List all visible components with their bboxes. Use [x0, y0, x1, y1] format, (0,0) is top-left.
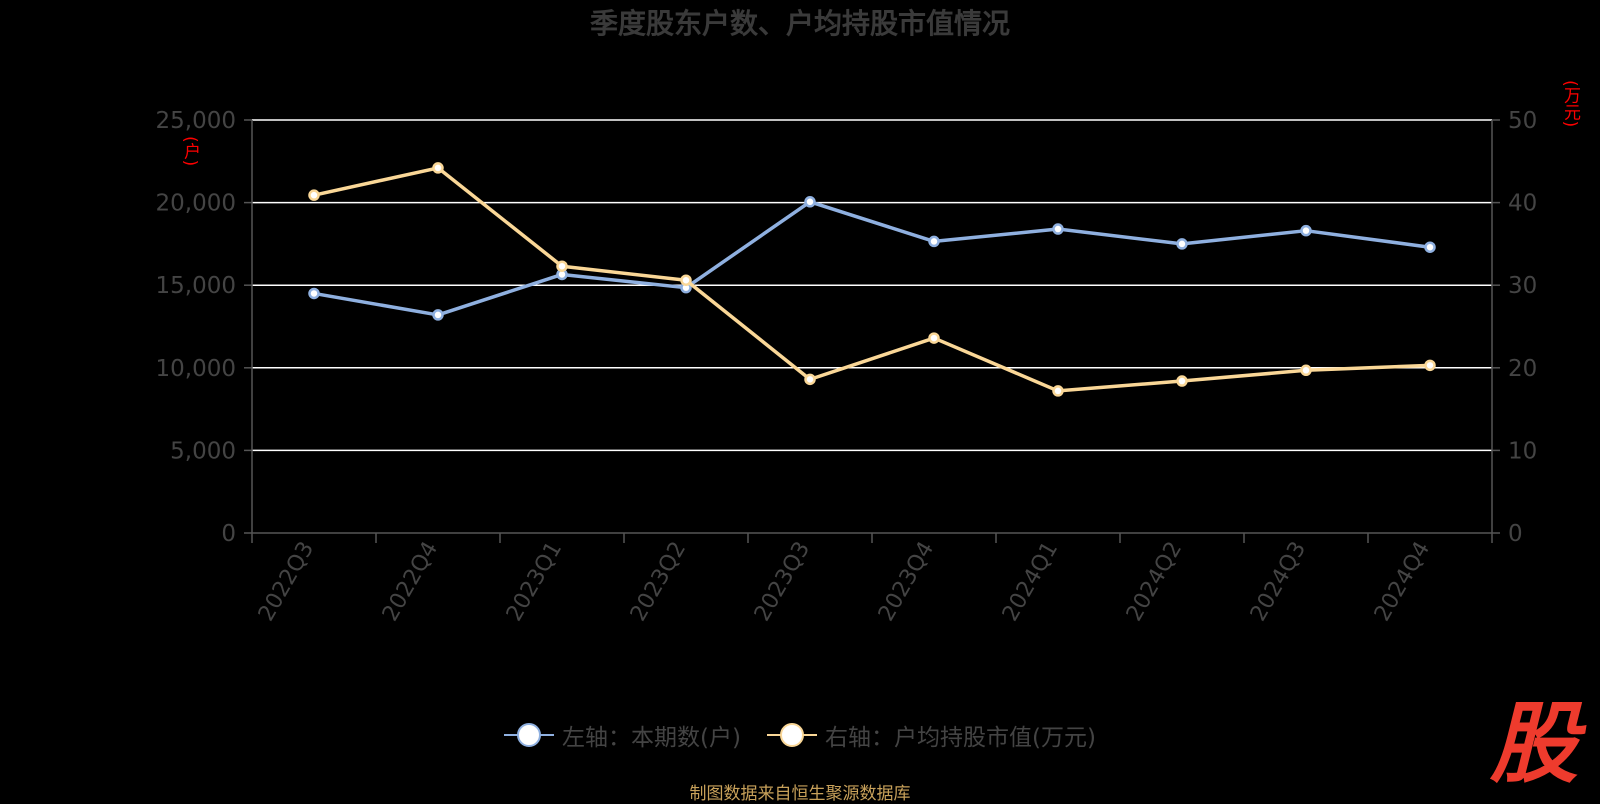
left-tick-label: 20,000	[156, 191, 236, 217]
x-tick-label: 2022Q4	[378, 538, 443, 626]
series-1-point	[1052, 223, 1064, 235]
legend-swatch-households	[504, 723, 555, 747]
x-tick-label: 2024Q2	[1122, 538, 1187, 626]
series-2-point	[1052, 385, 1064, 397]
legend: 左轴：本期数(户) 右轴：户均持股市值(万元)	[0, 718, 1600, 752]
right-tick-label: 50	[1508, 108, 1537, 134]
left-tick-label: 5,000	[170, 438, 236, 464]
left-tick-label: 0	[221, 521, 236, 547]
series-2-point	[928, 332, 940, 344]
x-tick-label: 2022Q3	[254, 538, 319, 626]
right-tick-label: 20	[1508, 356, 1537, 382]
series-1-point	[1424, 241, 1436, 253]
series-2-point	[1300, 364, 1312, 377]
series-line-2	[313, 166, 1431, 393]
x-tick-label: 2024Q1	[998, 538, 1063, 626]
left-tick-label: 10,000	[156, 356, 236, 382]
series-1-point	[308, 287, 320, 300]
data-source-note: 制图数据来自恒生聚源数据库	[689, 784, 911, 804]
legend-swatch-avg-value	[767, 723, 817, 747]
series-1-point	[1300, 224, 1312, 237]
brand-stamp: 股	[1490, 692, 1579, 795]
legend-item-households[interactable]: 左轴：本期数(户)	[504, 718, 741, 752]
x-tick-label: 2023Q3	[750, 538, 815, 626]
series-2-point	[1176, 375, 1188, 387]
x-tick-label: 2023Q2	[626, 538, 691, 626]
right-tick-label: 0	[1508, 521, 1523, 547]
series-2-point	[1424, 359, 1436, 372]
legend-label-households: 左轴：本期数(户)	[562, 725, 741, 751]
series-2-point	[432, 162, 444, 174]
series-1-point	[432, 309, 444, 321]
series-1-point	[804, 196, 816, 208]
series-2-point	[804, 373, 816, 386]
series-1-point	[928, 235, 940, 248]
x-tick-label: 2024Q4	[1370, 538, 1435, 626]
series-1-point	[1176, 238, 1188, 250]
series-2-point	[308, 189, 320, 201]
right-tick-label: 10	[1508, 438, 1537, 464]
right-tick-label: 30	[1508, 273, 1537, 299]
legend-item-avg-value[interactable]: 右轴：户均持股市值(万元)	[767, 718, 1096, 752]
series-2-point	[556, 260, 568, 272]
x-tick-label: 2024Q3	[1246, 538, 1311, 626]
series-line-1	[313, 200, 1431, 317]
x-tick-label: 2023Q1	[502, 538, 567, 626]
left-tick-label: 15,000	[156, 273, 236, 299]
line-chart: 0 5,000 10,000 15,000 20,000 25,000 0 10 20 30 40 5…	[156, 108, 1538, 626]
legend-label-avg-value: 右轴：户均持股市值(万元)	[825, 725, 1096, 751]
left-tick-label: 25,000	[156, 108, 236, 134]
left-axis-unit: (户)	[180, 136, 200, 167]
chart-title: 季度股东户数、户均持股市值情况	[589, 7, 1010, 40]
right-tick-label: 40	[1508, 191, 1537, 217]
right-axis-unit: (万元)	[1560, 80, 1580, 128]
x-tick-label: 2023Q4	[874, 538, 939, 626]
series-2-point	[680, 274, 692, 286]
